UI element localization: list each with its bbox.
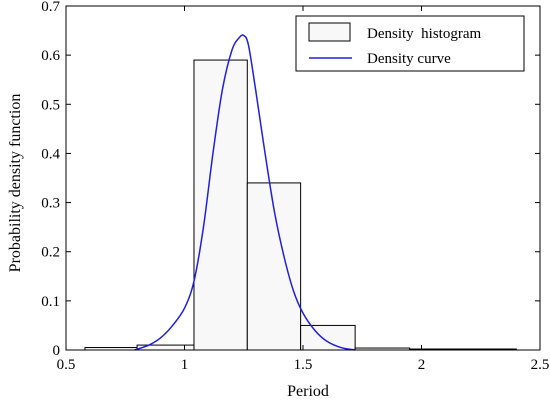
density-curve-line	[134, 34, 356, 351]
legend-curve-label: Density curve	[367, 51, 451, 67]
x-tick-label: 1	[181, 357, 189, 373]
y-tick-label: 0.1	[41, 294, 60, 310]
x-tick-label: 0.5	[57, 357, 76, 373]
legend: Density histogram Density curve	[295, 15, 525, 72]
y-axis-title: Probability density function	[7, 94, 24, 273]
y-tick-label: 0.7	[41, 0, 60, 15]
x-tick-label: 1.5	[294, 357, 313, 373]
axes: 0.5 1 1.5 2 2.5 0 0.1 0.2 0.3 0.4 0.5 0.6 0.7	[41, 0, 549, 373]
plot-area	[84, 34, 517, 351]
x-tick-label: 2	[418, 357, 426, 373]
y-tick-label: 0.3	[41, 196, 60, 212]
y-tick-label: 0.2	[41, 245, 60, 261]
histogram-bar	[300, 324, 356, 351]
y-tick-label: 0.5	[41, 97, 60, 113]
y-tick-label: 0	[53, 343, 61, 359]
x-tick-label: 2.5	[531, 357, 550, 373]
legend-histogram-label: Density histogram	[367, 26, 481, 42]
y-tick-label: 0.6	[41, 48, 60, 64]
y-tick-label: 0.4	[41, 146, 60, 162]
legend-histogram-swatch	[308, 22, 351, 42]
x-axis-title: Period	[287, 383, 329, 400]
histogram-bar	[193, 59, 248, 351]
